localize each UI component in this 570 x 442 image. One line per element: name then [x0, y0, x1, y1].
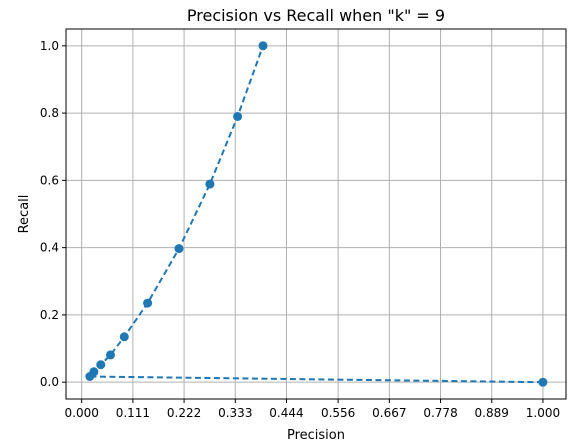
x-tick-label: 0.111	[116, 406, 150, 420]
series-line	[87, 45, 543, 384]
y-axis-label: Recall	[17, 195, 32, 234]
x-axis-label: Precision	[287, 428, 345, 442]
x-tick-label: 0.778	[423, 406, 457, 420]
data-point	[174, 244, 184, 254]
y-tick-label: 0.2	[40, 308, 59, 322]
y-tick-label: 0.6	[40, 173, 59, 187]
data-point	[538, 377, 548, 387]
x-tick-label: 0.667	[372, 406, 406, 420]
series-layer	[85, 41, 548, 387]
y-axis-ticks: 0.0 0.2 0.4 0.6 0.8 1.0	[40, 39, 66, 389]
x-tick-label: 0.444	[269, 406, 303, 420]
data-point	[205, 179, 215, 189]
x-tick-label: 0.556	[321, 406, 355, 420]
y-tick-label: 0.8	[40, 106, 59, 120]
plot-frame	[65, 28, 567, 400]
data-point	[258, 41, 268, 51]
data-point	[119, 332, 129, 342]
x-tick-label: 0.222	[167, 406, 201, 420]
x-axis-ticks: 0.000 0.111 0.222 0.333 0.444 0.556 0.667 0.778…	[65, 399, 560, 420]
chart-title: Precision vs Recall when "k" = 9	[187, 6, 445, 25]
grid-lines	[66, 29, 566, 399]
data-point	[143, 298, 153, 308]
data-point	[106, 350, 115, 360]
x-tick-label: 1.000	[526, 406, 560, 420]
x-tick-label: 0.333	[218, 406, 252, 420]
y-tick-label: 0.0	[40, 375, 59, 389]
data-point	[233, 112, 243, 121]
data-point	[89, 367, 99, 377]
y-tick-label: 1.0	[40, 39, 59, 53]
x-tick-label: 0.889	[475, 406, 509, 420]
x-tick-label: 0.000	[65, 406, 99, 420]
data-point	[96, 360, 106, 370]
y-tick-label: 0.4	[40, 241, 59, 255]
